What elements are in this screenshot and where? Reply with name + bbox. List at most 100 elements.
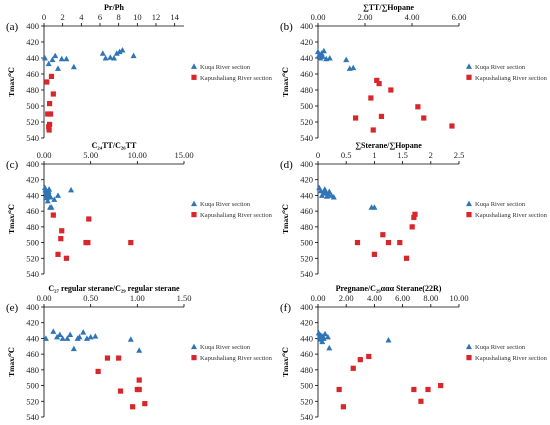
x-tick-label: 8 bbox=[117, 12, 121, 22]
data-point-kapushaliang bbox=[130, 404, 136, 410]
data-point-kapushaliang bbox=[136, 377, 142, 383]
y-tick-label: 520 bbox=[26, 396, 39, 406]
data-point-kuqa bbox=[49, 56, 56, 63]
data-point-kuqa bbox=[76, 333, 83, 340]
data-point-kapushaliang bbox=[366, 353, 372, 360]
legend-label-kuqa: Kuqa River section bbox=[475, 64, 526, 71]
y-tick-label: 480 bbox=[300, 85, 313, 95]
y-tick-label: 500 bbox=[26, 381, 39, 391]
x-tick-label: 1 bbox=[372, 150, 376, 160]
data-point-kapushaliang bbox=[63, 255, 69, 261]
data-point-kapushaliang bbox=[376, 81, 382, 87]
data-point-kapushaliang bbox=[85, 239, 91, 246]
chart-panel-1: 0 2 4 6 8 10 12 14 400 420 440 460 480 500 520 540 Pr/Ph… bbox=[6, 3, 273, 143]
data-point-kuqa bbox=[119, 47, 126, 53]
x-tick-label: 2.00 bbox=[339, 293, 354, 303]
legend-marker-kuqa bbox=[191, 63, 197, 69]
x-tick-label: 4.00 bbox=[367, 293, 382, 303]
data-point-kapushaliang bbox=[357, 357, 363, 363]
data-point-kapushaliang bbox=[104, 355, 111, 361]
x-tick-label: 0.00 bbox=[37, 293, 52, 303]
x-tick-label: 0 bbox=[42, 12, 46, 22]
x-tick-label: 1.5 bbox=[397, 150, 408, 160]
y-tick-label: 400 bbox=[300, 302, 313, 312]
x-tick-label: 6.00 bbox=[395, 293, 410, 303]
legend-marker-kapushaliang bbox=[191, 212, 197, 218]
data-point-kuqa bbox=[58, 55, 65, 62]
data-point-kuqa bbox=[326, 55, 333, 61]
data-point-kapushaliang bbox=[50, 91, 56, 97]
chart-panel-4: 0 0.5 1 1.5 2 2.5 400 420 440 460 480 500 520 540 ∑Ste… bbox=[280, 141, 548, 279]
data-point-kapushaliang bbox=[412, 211, 418, 217]
x-tick-label: 0.00 bbox=[311, 293, 326, 303]
data-point-kuqa bbox=[127, 336, 134, 342]
y-tick-label: 460 bbox=[26, 206, 39, 216]
data-point-kuqa bbox=[330, 194, 337, 200]
data-point-kapushaliang bbox=[59, 228, 65, 234]
y-tick-label: 460 bbox=[300, 349, 313, 359]
data-point-kuqa bbox=[320, 335, 327, 341]
data-point-kapushaliang bbox=[411, 214, 417, 221]
legend-label-kuqa: Kuqa River section bbox=[475, 344, 526, 351]
data-point-kuqa bbox=[48, 204, 55, 210]
y-axis-title: Tmax/℃ bbox=[281, 67, 290, 97]
y-tick-label: 400 bbox=[300, 159, 313, 169]
legend-marker-kapushaliang bbox=[191, 74, 197, 80]
x-axis-title: ∑Sterane/∑Hopane bbox=[355, 141, 422, 150]
y-axis-title: Tmax/℃ bbox=[7, 204, 16, 234]
legend-label-kuqa: Kuqa River section bbox=[200, 201, 251, 208]
data-point-kapushaliang bbox=[368, 95, 374, 101]
y-tick-label: 520 bbox=[26, 117, 39, 127]
data-point-kapushaliang bbox=[370, 127, 376, 133]
data-point-kuqa bbox=[385, 337, 392, 343]
data-point-kuqa bbox=[319, 338, 326, 345]
data-point-kapushaliang bbox=[47, 121, 53, 127]
y-tick-label: 520 bbox=[300, 396, 313, 406]
y-tick-label: 460 bbox=[26, 349, 39, 359]
y-tick-label: 460 bbox=[26, 69, 39, 79]
data-point-kapushaliang bbox=[421, 115, 427, 121]
data-point-kapushaliang bbox=[117, 388, 124, 394]
panel-label: (d) bbox=[280, 159, 293, 171]
y-tick-label: 500 bbox=[300, 381, 313, 391]
data-point-kuqa bbox=[46, 186, 53, 192]
data-point-kapushaliang bbox=[380, 232, 386, 238]
data-point-kapushaliang bbox=[86, 216, 92, 222]
data-point-kuqa bbox=[64, 335, 71, 341]
data-point-kuqa bbox=[63, 55, 70, 62]
data-point-kuqa bbox=[102, 55, 109, 61]
x-tick-label: 5.00 bbox=[83, 150, 98, 160]
legend-marker-kapushaliang bbox=[466, 212, 472, 218]
data-point-kapushaliang bbox=[385, 239, 392, 246]
y-tick-label: 500 bbox=[300, 101, 313, 111]
data-point-kapushaliang bbox=[44, 79, 50, 85]
y-axis-title: Tmax/℃ bbox=[7, 347, 16, 377]
data-point-kapushaliang bbox=[47, 101, 53, 107]
panel-label: (a) bbox=[6, 21, 19, 33]
data-point-kapushaliang bbox=[46, 127, 52, 133]
data-point-kuqa bbox=[326, 344, 333, 351]
data-point-kapushaliang bbox=[415, 104, 421, 110]
data-point-kuqa bbox=[70, 345, 77, 352]
data-point-kuqa bbox=[47, 194, 54, 200]
legend-label-kuqa: Kuqa River section bbox=[200, 64, 251, 71]
data-point-kapushaliang bbox=[354, 239, 361, 246]
data-point-kuqa bbox=[319, 53, 326, 59]
legend-label-kapushaliang: Kapushaliang River section bbox=[475, 355, 548, 362]
data-point-kuqa bbox=[317, 187, 324, 194]
data-point-kuqa bbox=[44, 197, 51, 204]
y-tick-label: 440 bbox=[300, 190, 313, 200]
y-tick-label: 440 bbox=[26, 190, 39, 200]
data-point-kapushaliang bbox=[116, 355, 122, 361]
legend-label-kapushaliang: Kapushaliang River section bbox=[475, 212, 548, 219]
y-tick-label: 540 bbox=[26, 412, 39, 422]
y-tick-label: 500 bbox=[26, 101, 39, 111]
chart-panel-3: 0.00 5.00 10.00 15.00 400 420 440 460 480 500 520 5… bbox=[6, 141, 273, 279]
data-point-kuqa bbox=[107, 54, 114, 60]
legend-marker-kapushaliang bbox=[466, 355, 472, 361]
data-point-kuqa bbox=[326, 188, 333, 194]
data-point-kuqa bbox=[70, 63, 77, 70]
y-tick-label: 440 bbox=[300, 333, 313, 343]
legend-label-kuqa: Kuqa River section bbox=[475, 201, 526, 208]
chart-panel-2: 0.00 2.00 4.00 6.00 400 420 440 460 480 500 520 540… bbox=[280, 3, 548, 143]
